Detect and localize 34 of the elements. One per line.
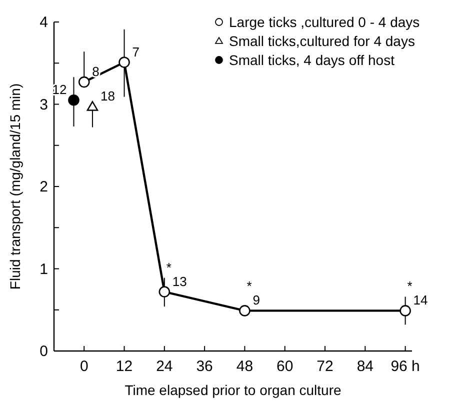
point [86,101,98,111]
point [118,56,130,68]
x-axis-title: Time elapsed prior to organ culture [124,382,342,398]
annotation: * [166,260,172,275]
y-axis-title: Fluid transport (mg/gland/15 min) [7,83,23,290]
annotation: 18 [100,88,115,104]
y-tick-label: 1 [40,260,48,278]
legend-label: Large ticks ,cultured 0 - 4 days [229,14,420,30]
y-tick-label: 4 [40,14,48,31]
point [400,305,411,316]
point [158,286,170,298]
x-tick-label: 24 [156,358,173,375]
annotation: * [407,278,412,294]
y-tick-label: 2 [40,178,48,196]
point [239,305,250,316]
annotation: 9 [252,292,260,308]
annotation: 7 [132,44,140,60]
x-tick-label: 84 [356,358,374,375]
x-tick-label: 12 [116,358,133,375]
x-tick-label: 72 [316,358,334,375]
x-tick-label: 48 [236,358,254,375]
legend-label: Small ticks, 4 days off host [229,52,395,68]
point [78,76,90,88]
y-tick-label: 3 [40,96,48,114]
point [68,94,80,106]
annotation: * [246,278,252,294]
y-tick-label: 0 [40,343,48,360]
x-tick-label: 36 [196,358,213,375]
x-tick-label: 0 [80,358,88,375]
x-tick-label: 96 h [390,358,420,375]
annotation: 14 [413,292,428,308]
x-tick-label: 60 [276,358,294,375]
legend-label: Small ticks,cultured for 4 days [229,33,415,49]
annotation: 13 [172,274,187,289]
